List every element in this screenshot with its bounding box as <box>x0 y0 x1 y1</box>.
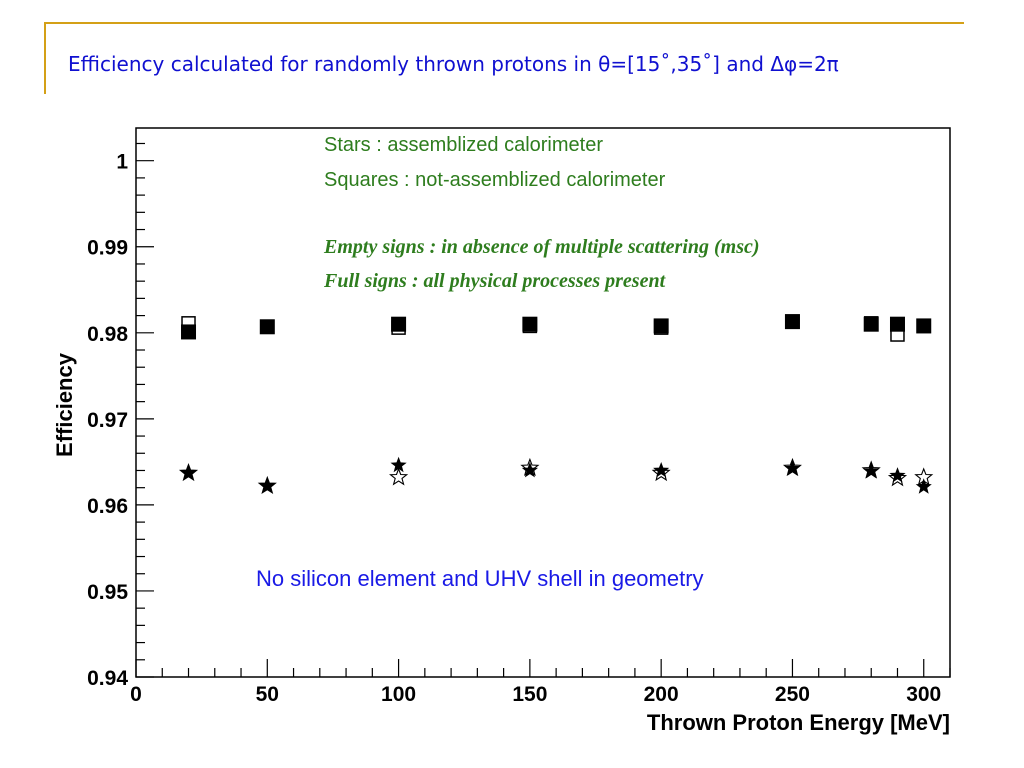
x-tick-label: 50 <box>256 683 279 706</box>
y-tick-label: 0.96 <box>87 495 128 518</box>
y-tick-label: 0.99 <box>87 237 128 260</box>
data-point-star-open <box>520 457 540 477</box>
title-accent-bar <box>44 22 964 24</box>
y-tick-label: 1 <box>116 151 128 174</box>
data-point-star-open <box>914 467 934 486</box>
data-point-star-filled <box>259 477 276 493</box>
data-point-star-open <box>257 475 277 495</box>
data-point-square-filled <box>181 324 197 340</box>
annotation-stars: Stars : assemblized calorimeter <box>324 134 603 156</box>
data-point-star-filled <box>915 478 932 494</box>
data-point-square-open <box>391 320 406 335</box>
x-axis-title: Thrown Proton Energy [MeV] <box>647 710 950 735</box>
y-axis-title: Efficiency <box>52 352 77 457</box>
data-point-square-filled <box>653 318 669 334</box>
data-point-square-open <box>181 316 196 331</box>
data-point-star-filled <box>390 456 407 473</box>
slide-title: Efficiency calculated for randomly throw… <box>68 52 839 76</box>
data-point-square-open <box>522 318 538 334</box>
annotation-squares: Squares : not-assemblized calorimeter <box>324 169 666 191</box>
data-point-star-open <box>178 463 199 482</box>
data-point-square-filled <box>391 316 407 332</box>
data-point-square-filled <box>784 314 800 330</box>
data-point-square-filled <box>259 319 275 335</box>
data-point-square-open <box>890 327 905 342</box>
y-tick-label: 0.95 <box>87 581 128 604</box>
data-point-star-open <box>651 463 671 482</box>
data-point-star-open <box>782 457 802 477</box>
data-point-star-open <box>389 467 409 486</box>
data-point-star-filled <box>889 467 906 483</box>
y-tick-label: 0.98 <box>87 323 128 346</box>
annotation-geometry-note: No silicon element and UHV shell in geom… <box>256 566 704 591</box>
data-point-star-filled <box>653 462 670 478</box>
x-tick-label: 250 <box>775 683 810 706</box>
x-tick-label: 0 <box>130 683 142 706</box>
data-point-star-filled <box>180 464 197 480</box>
data-point-star-filled <box>521 462 538 478</box>
annotation-full-signs: Full signs : all physical processes pres… <box>323 270 667 292</box>
data-point-star-open <box>887 468 908 487</box>
data-point-star-filled <box>863 462 880 479</box>
y-tick-label: 0.94 <box>87 667 128 690</box>
data-point-square-filled <box>916 318 932 334</box>
x-tick-label: 200 <box>644 683 679 706</box>
x-tick-label: 300 <box>906 683 941 706</box>
data-point-square-filled <box>889 316 905 332</box>
data-point-square-filled <box>522 316 538 332</box>
x-tick-label: 100 <box>381 683 416 706</box>
data-point-square-open <box>916 318 931 334</box>
plot-frame <box>135 127 951 678</box>
data-point-square-open <box>260 319 275 335</box>
data-point-star-open <box>861 460 881 479</box>
title-accent-bar-vertical <box>44 22 46 94</box>
x-tick-label: 150 <box>512 683 547 706</box>
data-point-square-filled <box>863 316 879 332</box>
data-point-square-open <box>863 316 879 331</box>
data-point-star-filled <box>784 460 801 476</box>
annotation-empty-signs: Empty signs : in absence of multiple sca… <box>323 236 760 258</box>
data-point-square-open <box>785 314 800 329</box>
data-point-square-open <box>653 320 669 335</box>
y-tick-label: 0.97 <box>87 409 128 432</box>
